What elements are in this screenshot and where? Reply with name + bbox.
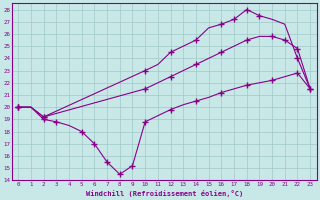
X-axis label: Windchill (Refroidissement éolien,°C): Windchill (Refroidissement éolien,°C)	[85, 190, 243, 197]
